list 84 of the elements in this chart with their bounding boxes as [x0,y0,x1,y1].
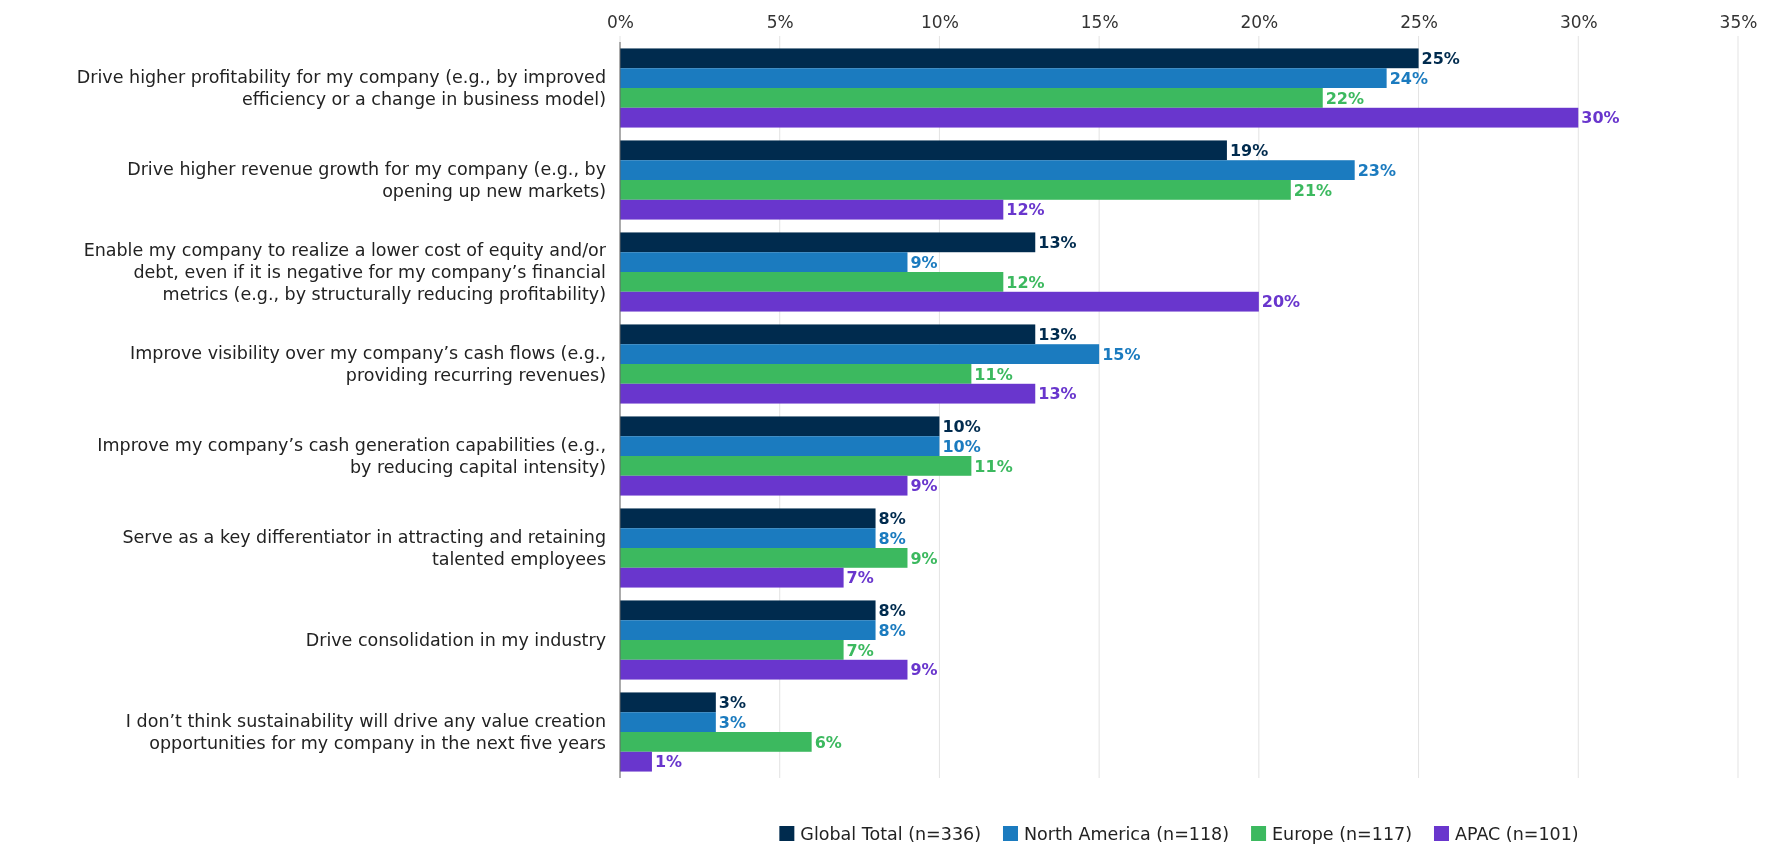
data-label: 15% [1102,344,1141,364]
data-label: 23% [1357,160,1396,180]
bar [620,712,716,732]
bar [620,383,1036,404]
data-label: 24% [1389,68,1428,88]
data-label: 8% [878,509,906,529]
bar [620,364,972,384]
bar [620,751,652,772]
bar [620,659,908,680]
bar [620,456,972,476]
y-tick-label: I don’t think sustainability will drive any value creation opportunities for my company in the next five years [125,711,606,754]
bar [620,272,1004,292]
bar [620,48,1419,69]
data-label: 7% [846,640,874,660]
legend-label: North America (n=118) [1023,824,1230,845]
x-tick-label: 25% [1400,11,1438,32]
data-label: 13% [1038,325,1077,345]
data-label: 7% [846,568,874,588]
data-label: 11% [974,456,1013,476]
data-label: 12% [1006,272,1045,292]
bar [620,160,1355,180]
x-tick-label: 10% [921,11,959,32]
data-label: 25% [1421,49,1460,69]
bar [620,732,812,752]
bar [620,291,1259,312]
bar [620,88,1323,108]
data-label: 9% [910,476,938,496]
legend-label: Global Total (n=336) [800,824,981,845]
bar [620,344,1100,364]
data-label: 9% [910,548,938,568]
data-label: 9% [910,252,938,272]
y-tick-label: Enable my company to realize a lower cost of equity and/or debt, even if it is negative for my company’s financial metrics (e.g., by structurally reducing profitability) [83,240,607,305]
data-label: 8% [878,620,906,640]
data-label: 13% [1038,233,1077,253]
bar [620,252,908,272]
bar [620,640,844,660]
data-label: 1% [654,752,683,772]
bar [620,620,876,640]
x-tick-label: 20% [1240,11,1279,32]
data-label: 13% [1038,384,1077,404]
bar [620,548,908,568]
bar [620,324,1036,345]
data-label: 3% [718,712,746,732]
data-label: 22% [1325,88,1365,108]
bar [620,508,876,529]
bar [620,140,1227,161]
data-label: 12% [1006,200,1045,220]
bar [620,180,1291,200]
y-tick-label: Improve my company’s cash generation capabilities (e.g., by reducing capital intensity) [97,435,606,478]
bar [620,107,1579,128]
data-label: 9% [910,660,938,680]
data-label: 20% [1261,292,1301,312]
data-label: 21% [1293,180,1333,200]
bar [620,528,876,548]
data-label: 8% [878,601,906,621]
y-tick-label: Drive higher revenue growth for my company (e.g., by opening up new markets) [127,159,606,202]
bar [620,232,1036,253]
data-label: 8% [878,528,906,548]
x-tick-label: 5% [766,11,794,32]
data-label: 11% [974,364,1013,384]
y-tick-label: Drive consolidation in my industry [305,630,606,651]
y-tick-label: Improve visibility over my company’s cash flows (e.g., providing recurring revenues) [130,343,606,386]
data-label: 10% [942,436,981,456]
x-tick-label: 15% [1080,11,1119,32]
bar [620,199,1004,220]
data-label: 10% [942,417,981,437]
bar [620,68,1387,88]
x-tick-label: 0% [607,11,634,32]
legend-label: Europe (n=117) [1272,824,1412,845]
x-tick-label: 30% [1559,11,1598,32]
bar [620,567,844,588]
data-label: 30% [1581,108,1620,128]
y-tick-label: Drive higher profitability for my company (e.g., by improved efficiency or a change in business model) [76,67,606,110]
x-tick-label: 35% [1719,11,1758,32]
bar [620,692,716,713]
bar [620,475,908,496]
bar [620,600,876,621]
data-label: 6% [814,732,842,752]
y-tick-label: Serve as a key differentiator in attracting and retaining talented employees [122,527,606,570]
legend-label: APAC (n=101) [1454,824,1579,845]
bar [620,436,940,456]
data-label: 19% [1229,141,1269,161]
bar [620,416,940,437]
data-label: 3% [718,693,746,713]
